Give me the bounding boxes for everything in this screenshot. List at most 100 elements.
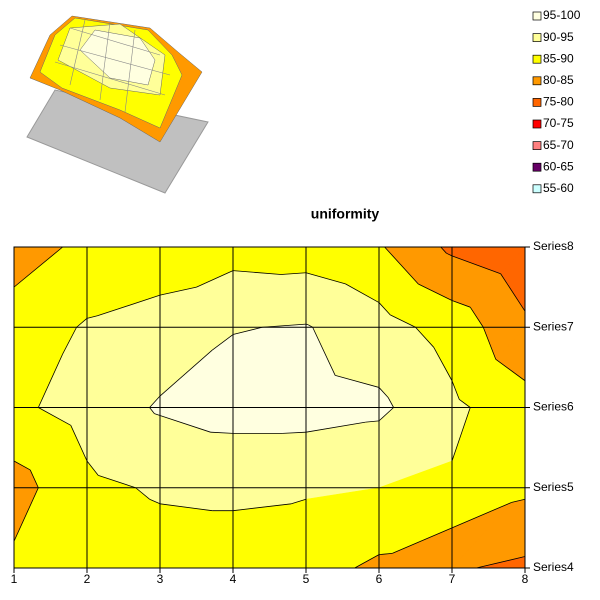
- contour-line: [378, 553, 393, 556]
- contour-line: [312, 327, 336, 376]
- contour-line: [390, 314, 416, 328]
- surface-top: [79, 29, 156, 86]
- contour-line: [211, 334, 234, 351]
- contour-lines: [13, 246, 526, 569]
- contour-line: [433, 347, 453, 381]
- contour-line: [232, 326, 263, 335]
- legend-swatch: [532, 98, 542, 107]
- contour-line: [451, 407, 471, 462]
- contour-line: [476, 556, 526, 569]
- contour-line: [392, 527, 453, 554]
- y-tick-label: Series5: [533, 480, 574, 494]
- x-tick-label: 4: [230, 572, 237, 586]
- contour-line: [469, 306, 484, 328]
- plot-fills: [13, 246, 526, 569]
- surface-mesh: [54, 19, 171, 113]
- contour-line: [98, 475, 136, 489]
- legend-label: 70-75: [543, 116, 574, 130]
- contour-line: [159, 503, 213, 512]
- contour-line: [451, 255, 501, 275]
- contour-line: [459, 399, 471, 408]
- contour-line: [440, 246, 447, 254]
- contour-line: [511, 498, 526, 503]
- legend-label: 95-100: [543, 8, 581, 22]
- y-tick-label: Series4: [533, 560, 574, 574]
- contour-line: [451, 380, 460, 400]
- contour-line: [291, 498, 307, 505]
- contour-line: [418, 283, 453, 301]
- y-tick-label: Series7: [533, 319, 574, 333]
- contour-line: [76, 318, 88, 328]
- contour-line: [415, 326, 435, 348]
- x-tick-label: 3: [157, 572, 164, 586]
- legend-label: 55-60: [543, 181, 574, 195]
- contour-line: [149, 498, 161, 505]
- contour-line: [345, 283, 380, 303]
- x-tick-label: 7: [449, 572, 456, 586]
- contour-line: [495, 359, 526, 382]
- legend-label: 65-70: [543, 138, 574, 152]
- contour-line: [305, 272, 346, 285]
- contour-line: [335, 375, 380, 388]
- contour-line: [135, 487, 150, 500]
- contour-line: [159, 286, 197, 296]
- contour-line: [97, 294, 161, 317]
- legend-swatch: [532, 162, 542, 172]
- x-tick-label: 2: [84, 572, 91, 586]
- contour-line: [451, 300, 471, 308]
- contour-line: [365, 420, 380, 423]
- x-tick-label: 8: [522, 572, 529, 586]
- chart-title: uniformity: [311, 206, 380, 222]
- legend-label: 80-85: [543, 73, 574, 87]
- contour-line: [149, 395, 161, 408]
- contour-line: [446, 252, 453, 257]
- legend-label: 90-95: [543, 30, 574, 44]
- legend-swatch: [532, 11, 542, 21]
- contour-line: [282, 431, 307, 434]
- legend-swatch: [532, 184, 542, 194]
- axes: 1 2 3 4 5 6 7 8 Series4 Series5 Series6 Series7 Seri…: [11, 239, 574, 586]
- legend-swatch: [532, 54, 542, 64]
- legend-label: 75-80: [543, 95, 574, 109]
- legend-swatch: [532, 76, 542, 86]
- contour-line: [86, 315, 98, 319]
- contour-line: [262, 323, 307, 328]
- contour-line: [149, 407, 155, 414]
- contour-line: [232, 503, 292, 512]
- mini-3d-surface: [26, 15, 209, 194]
- contour-line: [159, 415, 211, 433]
- contour-line: [305, 421, 366, 433]
- plot-border: [13, 246, 526, 569]
- contour-line: [38, 407, 71, 426]
- x-tick-label: 1: [11, 572, 18, 586]
- contour-line: [13, 487, 39, 542]
- contour-line: [500, 273, 526, 312]
- contour-line: [387, 397, 394, 408]
- y-tick-label: Series6: [533, 400, 574, 414]
- contour-line: [451, 501, 512, 529]
- y-tick-label: Series8: [533, 239, 574, 253]
- contour-line: [13, 246, 63, 288]
- x-tick-label: 5: [303, 572, 310, 586]
- contour-line: [196, 270, 234, 288]
- legend-label: 85-90: [543, 51, 574, 65]
- contour-line: [280, 272, 307, 275]
- contour-line: [159, 349, 213, 397]
- legend-swatch: [532, 141, 542, 150]
- contour-line: [354, 554, 380, 569]
- contour-line: [482, 327, 497, 360]
- legend-swatch: [532, 119, 542, 129]
- contour-line: [13, 460, 31, 471]
- contour-line: [86, 460, 99, 476]
- contour-line: [70, 425, 88, 462]
- legend-label: 60-65: [543, 159, 574, 173]
- legend-swatch: [532, 33, 542, 42]
- contour-line: [29, 469, 39, 488]
- contour-line: [378, 387, 389, 398]
- contour-line: [378, 407, 394, 422]
- contour-line: [378, 302, 391, 316]
- contour-line: [384, 246, 419, 285]
- contour-line: [232, 270, 282, 275]
- contour-line: [62, 327, 77, 355]
